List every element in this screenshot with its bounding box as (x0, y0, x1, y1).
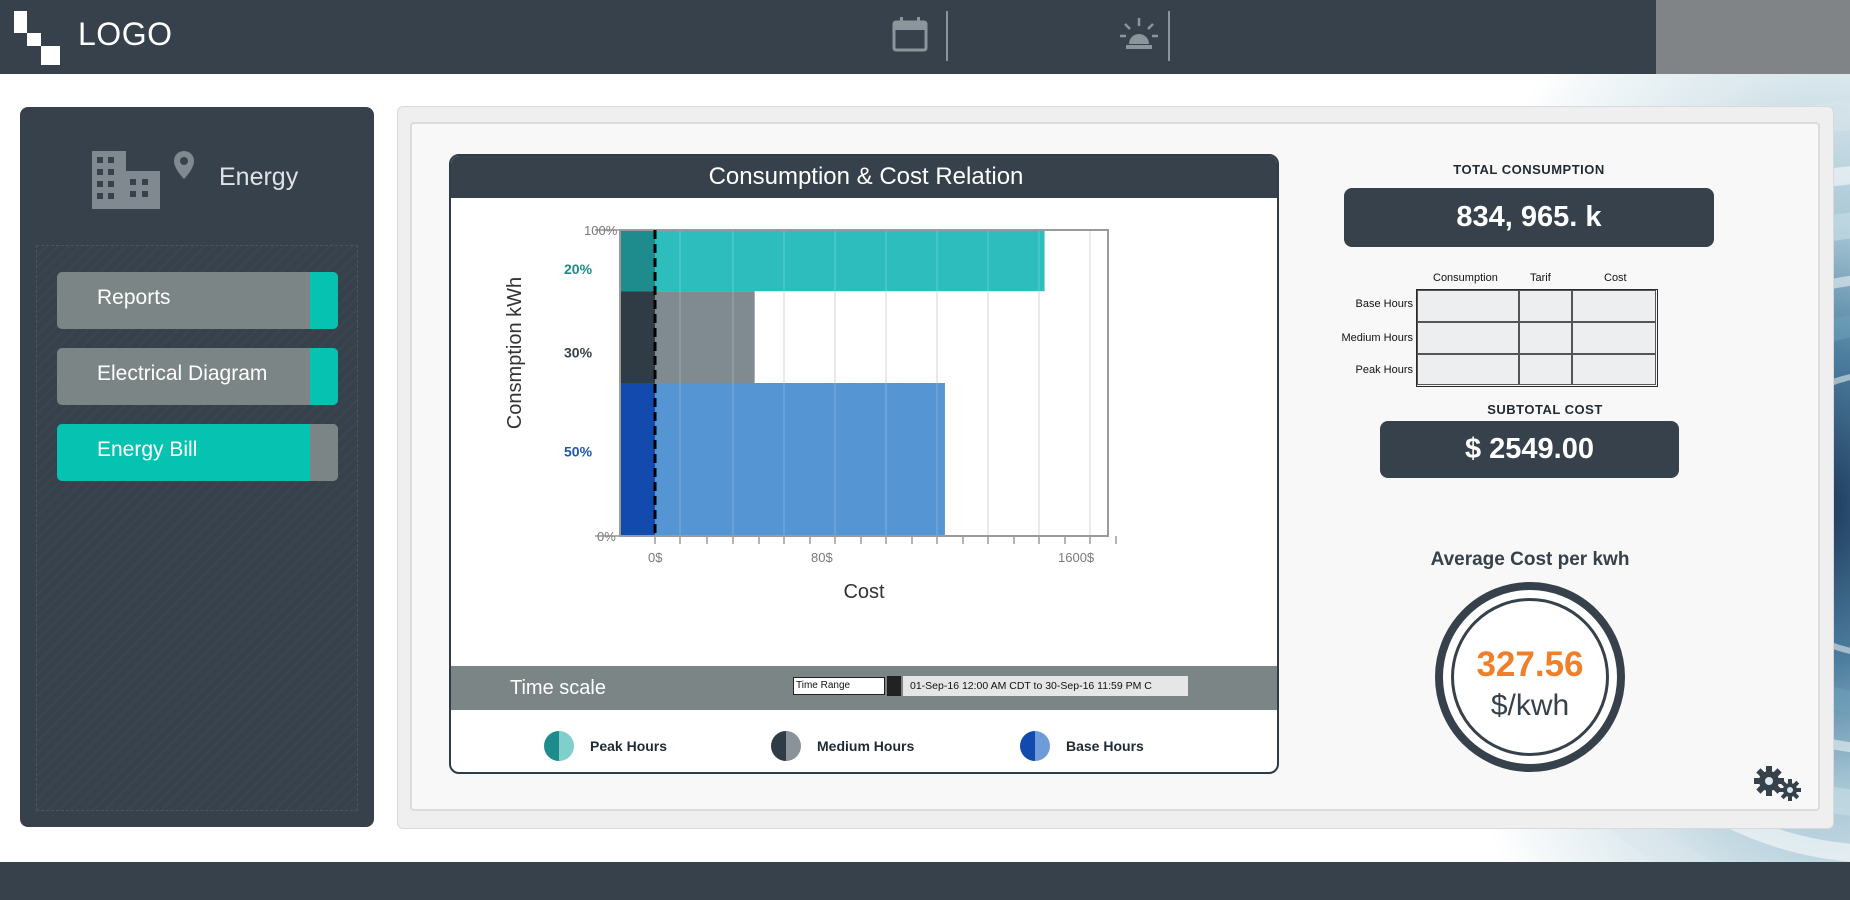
top-divider (1168, 11, 1170, 61)
sidebar-item-electrical-diagram[interactable]: Electrical Diagram (57, 348, 338, 405)
chart-title: Consumption & Cost Relation (708, 163, 1024, 190)
alarm-light-icon[interactable] (1119, 14, 1159, 54)
table-cell (1572, 290, 1656, 322)
table-column-header: Cost (1604, 272, 1627, 284)
table-cell (1572, 322, 1656, 354)
legend-label: Peak Hours (590, 738, 668, 754)
average-cost-value: 327.56 (1476, 645, 1584, 684)
sidebar-header-label: Energy (219, 163, 299, 191)
sidebar-item-indicator (310, 424, 338, 481)
bar-peak-hours (655, 230, 1045, 292)
average-cost-gauge-inner (1451, 598, 1609, 756)
legend-swatch (771, 731, 801, 761)
table-row-header: Medium Hours (1341, 332, 1413, 344)
share-label: 30% (564, 344, 593, 360)
total-consumption-caption: TOTAL CONSUMPTION (1453, 162, 1605, 177)
bar-medium-hours (655, 291, 755, 383)
calendar-icon[interactable] (890, 14, 930, 54)
x-tick-label: 0$ (648, 550, 663, 565)
time-range-picker-button[interactable] (887, 676, 901, 696)
y-tick-label: 0% (597, 529, 616, 544)
sidebar-item-indicator (310, 272, 338, 329)
y-tick-label: 100% (584, 223, 618, 238)
average-cost-caption: Average Cost per kwh (1430, 549, 1630, 570)
table-row-header: Base Hours (1355, 298, 1413, 310)
table-cell (1519, 290, 1572, 322)
sidebar-item-label: Electrical Diagram (97, 362, 268, 385)
table-cell (1417, 354, 1519, 385)
table-cell (1417, 290, 1519, 322)
sidebar: Energy Reports Electrical Diagram Energy… (20, 107, 374, 827)
share-label: 20% (564, 261, 593, 277)
consumption-cost-chart: 20% 30% 50% 100% 0% 0$ 80$ 1600$ Cost Consmption … (504, 223, 1117, 603)
y-axis-label: Consmption kWh (504, 277, 526, 429)
bar-stub-medium-hours (620, 291, 655, 383)
cost-breakdown-table (1416, 289, 1658, 387)
subtotal-cost-value: $ 2549.00 (1380, 421, 1679, 478)
logo-text: LOGO (78, 16, 173, 52)
table-cell (1572, 354, 1656, 385)
user-area[interactable] (1656, 0, 1850, 74)
subtotal-cost-caption: SUBTOTAL COST (1487, 402, 1603, 417)
table-cell (1519, 322, 1572, 354)
table-column-header: Consumption (1433, 272, 1498, 284)
plot-frame (619, 229, 1109, 537)
top-bar: LOGO (0, 0, 1850, 74)
table-column-header: Tarif (1530, 272, 1551, 284)
sidebar-nav-area (36, 245, 358, 811)
top-divider (946, 11, 948, 61)
table-cell (1519, 354, 1572, 385)
time-range-field[interactable]: Time Range (793, 677, 885, 695)
timescale-bar: Time scale Time Range 01-Sep-16 12:00 AM… (451, 666, 1277, 710)
average-cost-unit: $/kwh (1490, 689, 1570, 722)
sidebar-item-label: Reports (97, 286, 171, 309)
legend-swatch (544, 731, 574, 761)
sidebar-item-label: Energy Bill (97, 438, 198, 461)
chart-title-bar (451, 156, 1277, 198)
total-consumption-value: 834, 965. k (1344, 188, 1714, 247)
x-axis-label: Cost (843, 581, 885, 603)
legend-label: Base Hours (1066, 738, 1144, 754)
table-row-header: Peak Hours (1355, 364, 1413, 376)
bar-stub-base-hours (620, 383, 655, 536)
legend-label: Medium Hours (817, 738, 915, 754)
sidebar-item-indicator (310, 348, 338, 405)
bar-base-hours (655, 383, 945, 536)
bottom-bar (0, 862, 1850, 900)
x-tick-label: 80$ (811, 550, 833, 565)
legend-swatch (1020, 731, 1050, 761)
bar-stub-peak-hours (620, 230, 655, 292)
share-label: 50% (564, 443, 593, 459)
logo-icon (14, 11, 60, 65)
chart-card: Consumption & Cost Relation 20% 30% 50% 100… (449, 154, 1279, 774)
timescale-label: Time scale (510, 677, 606, 699)
time-range-value[interactable]: 01-Sep-16 12:00 AM CDT to 30-Sep-16 11:5… (903, 676, 1188, 696)
x-tick-label: 1600$ (1058, 550, 1095, 565)
sidebar-item-energy-bill[interactable]: Energy Bill (57, 424, 338, 481)
buildings-location-icon (92, 151, 194, 209)
table-cell (1417, 322, 1519, 354)
settings-icon[interactable] (1750, 764, 1806, 804)
sidebar-item-reports[interactable]: Reports (57, 272, 338, 329)
